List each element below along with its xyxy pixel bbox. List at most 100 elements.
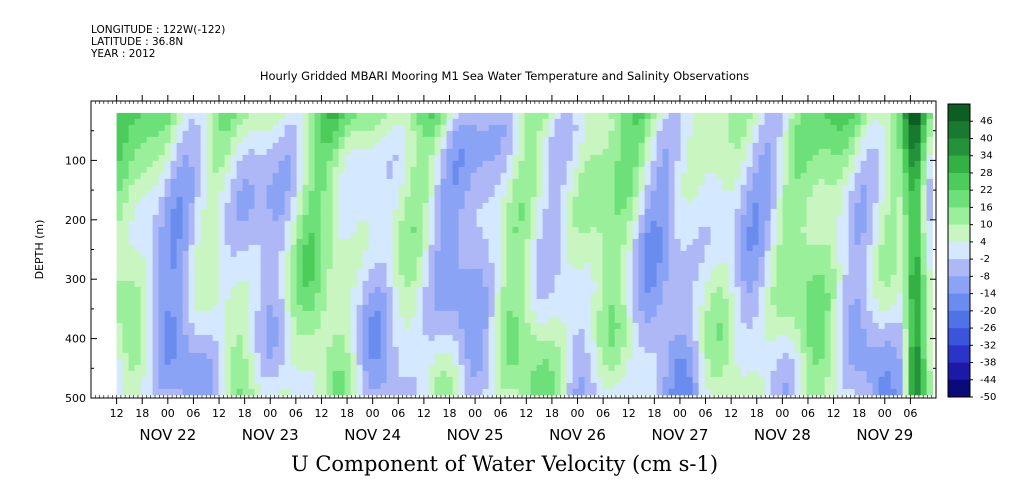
heatmap-cell — [488, 112, 495, 120]
heatmap-cell — [554, 376, 561, 384]
heatmap-cell — [596, 196, 603, 204]
heatmap-cell — [542, 232, 549, 240]
heatmap-cell — [578, 382, 585, 390]
heatmap-cell — [284, 352, 291, 360]
heatmap-cell — [380, 304, 387, 312]
heatmap-cell — [212, 244, 219, 252]
heatmap-cell — [650, 142, 657, 150]
heatmap-cell — [734, 136, 741, 144]
heatmap-cell — [596, 136, 603, 144]
heatmap-cell — [212, 226, 219, 234]
heatmap-cell — [572, 346, 579, 354]
heatmap-cell — [134, 178, 141, 186]
heatmap-cell — [506, 226, 513, 234]
heatmap-cell — [740, 286, 747, 294]
heatmap-cell — [686, 292, 693, 300]
heatmap-cell — [674, 244, 681, 252]
heatmap-cell — [686, 226, 693, 234]
heatmap-cell — [596, 148, 603, 156]
heatmap-cell — [614, 304, 621, 312]
heatmap-cell — [626, 388, 633, 396]
heatmap-cell — [404, 160, 411, 168]
heatmap-cell — [710, 244, 717, 252]
heatmap-cell — [380, 298, 387, 306]
heatmap-cell — [242, 214, 249, 222]
heatmap-cell — [476, 304, 483, 312]
heatmap-cell — [218, 340, 225, 348]
heatmap-cell — [368, 148, 375, 156]
heatmap-cell — [284, 310, 291, 318]
heatmap-cell — [524, 184, 531, 192]
heatmap-cell — [416, 316, 423, 324]
heatmap-cell — [566, 238, 573, 246]
heatmap-cell — [452, 178, 459, 186]
heatmap-cell — [158, 262, 165, 270]
heatmap-cell — [692, 280, 699, 288]
heatmap-cell — [446, 148, 453, 156]
heatmap-cell — [512, 184, 519, 192]
heatmap-cell — [596, 256, 603, 264]
heatmap-cell — [626, 208, 633, 216]
heatmap-cell — [308, 268, 315, 276]
heatmap-cell — [488, 292, 495, 300]
heatmap-cell — [350, 274, 357, 282]
heatmap-cell — [656, 208, 663, 216]
heatmap-cell — [392, 226, 399, 234]
heatmap-cell — [506, 190, 513, 198]
heatmap-cell — [674, 388, 681, 396]
heatmap-cell — [176, 292, 183, 300]
heatmap-cell — [614, 340, 621, 348]
heatmap-cell — [128, 214, 135, 222]
heatmap-cell — [440, 238, 447, 246]
heatmap-cell — [200, 316, 207, 324]
heatmap-cell — [200, 388, 207, 396]
heatmap-cell — [578, 358, 585, 366]
heatmap-cell — [200, 304, 207, 312]
heatmap-cell — [116, 280, 123, 288]
heatmap-cell — [536, 256, 543, 264]
heatmap-cell — [206, 298, 213, 306]
heatmap-cell — [302, 136, 309, 144]
heatmap-cell — [254, 160, 261, 168]
heatmap-cell — [686, 268, 693, 276]
heatmap-cell — [692, 124, 699, 132]
heatmap-cell — [746, 166, 753, 174]
heatmap-cell — [332, 154, 339, 162]
heatmap-cell — [428, 118, 435, 126]
heatmap-cell — [542, 124, 549, 132]
heatmap-cell — [464, 304, 471, 312]
heatmap-cell — [674, 196, 681, 204]
heatmap-cell — [644, 178, 651, 186]
heatmap-cell — [608, 166, 615, 174]
heatmap-cell — [590, 370, 597, 378]
heatmap-cell — [488, 184, 495, 192]
heatmap-cell — [284, 376, 291, 384]
heatmap-cell — [458, 286, 465, 294]
heatmap-cell — [500, 124, 507, 132]
heatmap-cell — [158, 142, 165, 150]
heatmap-cell — [644, 364, 651, 372]
heatmap-cell — [182, 256, 189, 264]
heatmap-cell — [488, 148, 495, 156]
heatmap-cell — [326, 214, 333, 222]
heatmap-cell — [200, 238, 207, 246]
heatmap-cell — [572, 118, 579, 126]
heatmap-cell — [164, 232, 171, 240]
heatmap-cell — [428, 214, 435, 222]
heatmap-cell — [620, 346, 627, 354]
heatmap-cell — [602, 328, 609, 336]
heatmap-cell — [326, 250, 333, 258]
heatmap-cell — [164, 124, 171, 132]
heatmap-cell — [368, 316, 375, 324]
heatmap-cell — [578, 130, 585, 138]
heatmap-cell — [380, 196, 387, 204]
heatmap-cell — [482, 334, 489, 342]
heatmap-cell — [356, 118, 363, 126]
heatmap-cell — [632, 118, 639, 126]
heatmap-cell — [122, 352, 129, 360]
heatmap-cell — [482, 214, 489, 222]
heatmap-cell — [662, 244, 669, 252]
heatmap-cell — [344, 130, 351, 138]
heatmap-cell — [470, 346, 477, 354]
heatmap-cell — [416, 112, 423, 120]
